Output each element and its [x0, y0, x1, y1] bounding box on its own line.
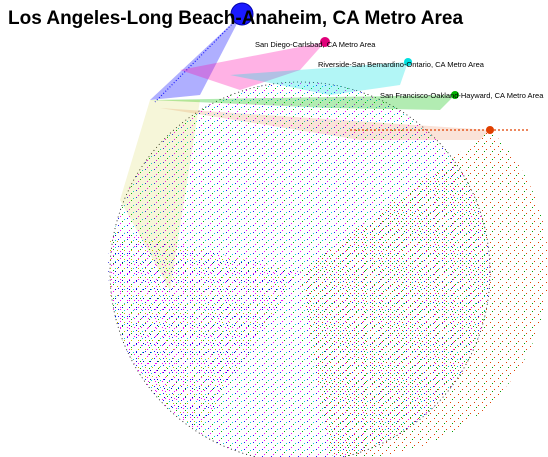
- edge-fans: [120, 13, 530, 290]
- hub-node: [451, 91, 459, 99]
- node-cloud: [108, 81, 548, 457]
- hub-node: [320, 37, 330, 47]
- node-label: San Francisco-Oakland-Hayward, CA Metro …: [380, 91, 544, 100]
- hub-node: [486, 126, 494, 134]
- hub-node: [230, 2, 254, 26]
- title: Los Angeles-Long Beach-Anaheim, CA Metro…: [8, 8, 463, 29]
- node-label: Riverside-San Bernardino-Ontario, CA Met…: [318, 60, 485, 69]
- node-label: San Diego-Carlsbad, CA Metro Area: [255, 40, 376, 49]
- hub-nodes: [230, 2, 494, 134]
- hub-node: [404, 58, 412, 66]
